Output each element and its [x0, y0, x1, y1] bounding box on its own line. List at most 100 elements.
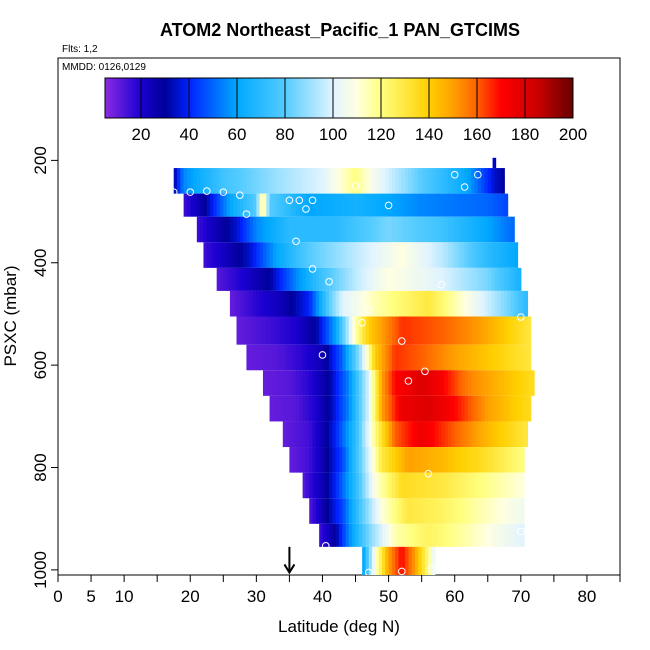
heatmap-cell — [315, 498, 320, 524]
heatmap-cell — [375, 395, 380, 422]
heatmap-cell — [415, 242, 419, 268]
heatmap-cell — [372, 395, 376, 422]
heatmap-cell — [309, 421, 314, 448]
heatmap-cell — [421, 267, 426, 291]
heatmap-cell — [210, 168, 214, 194]
heatmap-cell — [517, 447, 522, 473]
heatmap-cell — [401, 447, 406, 473]
heatmap-cell — [514, 267, 519, 291]
heatmap-cell — [345, 498, 350, 524]
heatmap-cell — [497, 290, 502, 317]
heatmap-cell — [262, 290, 267, 317]
heatmap-cell — [358, 421, 363, 448]
heatmap-cell — [249, 168, 254, 194]
heatmap-cell — [345, 370, 350, 396]
heatmap-cell — [243, 316, 248, 345]
heatmap-cell — [398, 447, 403, 473]
heatmap-cell — [213, 216, 218, 243]
heatmap-cell — [418, 290, 423, 317]
heatmap-cell — [272, 290, 277, 317]
heatmap-cell — [448, 421, 452, 448]
heatmap-cell — [424, 316, 429, 345]
heatmap-cell — [266, 267, 271, 291]
heatmap-cell — [253, 267, 257, 291]
heatmap-cell — [395, 546, 400, 575]
heatmap-cell — [381, 523, 386, 547]
heatmap-cell — [467, 216, 472, 243]
heatmap-cell — [524, 370, 529, 396]
heatmap-cell — [365, 546, 370, 575]
heatmap-cell — [388, 395, 393, 422]
heatmap-cell — [434, 498, 439, 524]
heatmap-cell — [467, 370, 472, 396]
heatmap-cell — [428, 316, 433, 345]
heatmap-cell — [504, 523, 509, 547]
heatmap-cell — [461, 344, 466, 371]
heatmap-cell — [282, 421, 287, 448]
heatmap-cell — [497, 242, 502, 268]
heatmap-cell — [385, 344, 390, 371]
flight-point — [219, 188, 228, 196]
heatmap-row — [216, 267, 522, 291]
heatmap-cell — [514, 242, 519, 268]
heatmap-cell — [381, 472, 386, 499]
heatmap-cell — [362, 290, 367, 317]
heatmap-cell — [276, 267, 281, 291]
heatmap-cell — [497, 193, 502, 217]
heatmap-cell — [315, 395, 320, 422]
heatmap-cell — [200, 193, 205, 217]
heatmap-cell — [282, 216, 287, 243]
heatmap-cell — [213, 242, 218, 268]
x-tick-label: 0 — [53, 587, 62, 606]
heatmap-row — [362, 546, 436, 575]
heatmap-cell — [259, 193, 264, 217]
heatmap-cell — [408, 370, 413, 396]
heatmap-cell — [233, 267, 238, 291]
heatmap-cell — [481, 395, 486, 422]
heatmap-cell — [428, 447, 433, 473]
heatmap-cell — [491, 344, 495, 371]
heatmap-cell — [196, 216, 201, 243]
heatmap-cell — [229, 193, 234, 217]
heatmap-cell — [415, 193, 419, 217]
heatmap-cell — [481, 193, 486, 217]
flight-point — [295, 196, 304, 205]
heatmap-cell — [481, 344, 486, 371]
heatmap-cell — [296, 447, 300, 473]
heatmap-cell — [487, 447, 492, 473]
heatmap-cell — [269, 316, 274, 345]
heatmap-cell — [226, 216, 231, 243]
heatmap-cell — [454, 316, 459, 345]
heatmap-cell — [487, 242, 492, 268]
heatmap-cell — [335, 168, 340, 194]
heatmap-cell — [315, 421, 320, 448]
heatmap-cell — [329, 395, 333, 422]
heatmap-cell — [302, 267, 307, 291]
heatmap-cell — [335, 421, 340, 448]
heatmap-cell — [233, 242, 238, 268]
heatmap-cell — [438, 370, 443, 396]
heatmap-cell — [352, 344, 357, 371]
heatmap-cell — [335, 370, 340, 396]
heatmap-cell — [467, 447, 472, 473]
heatmap-cell — [471, 447, 476, 473]
x-tick-label: 40 — [313, 587, 332, 606]
heatmap-cell — [471, 267, 476, 291]
heatmap-cell — [319, 344, 324, 371]
heatmap-cell — [279, 370, 284, 396]
heatmap-cell — [391, 193, 396, 217]
heatmap-cell — [362, 370, 367, 396]
heatmap-cell — [454, 216, 459, 243]
heatmap-cell — [421, 472, 426, 499]
heatmap-cell — [299, 370, 304, 396]
heatmap-cell — [438, 421, 443, 448]
heatmap-cell — [510, 216, 515, 243]
heatmap-cell — [458, 267, 462, 291]
heatmap-cell — [497, 421, 502, 448]
heatmap-cell — [398, 216, 403, 243]
heatmap-cell — [500, 290, 505, 317]
heatmap-cell — [491, 472, 495, 499]
heatmap-cell — [391, 290, 396, 317]
heatmap-cell — [438, 395, 443, 422]
heatmap-cell — [507, 242, 512, 268]
